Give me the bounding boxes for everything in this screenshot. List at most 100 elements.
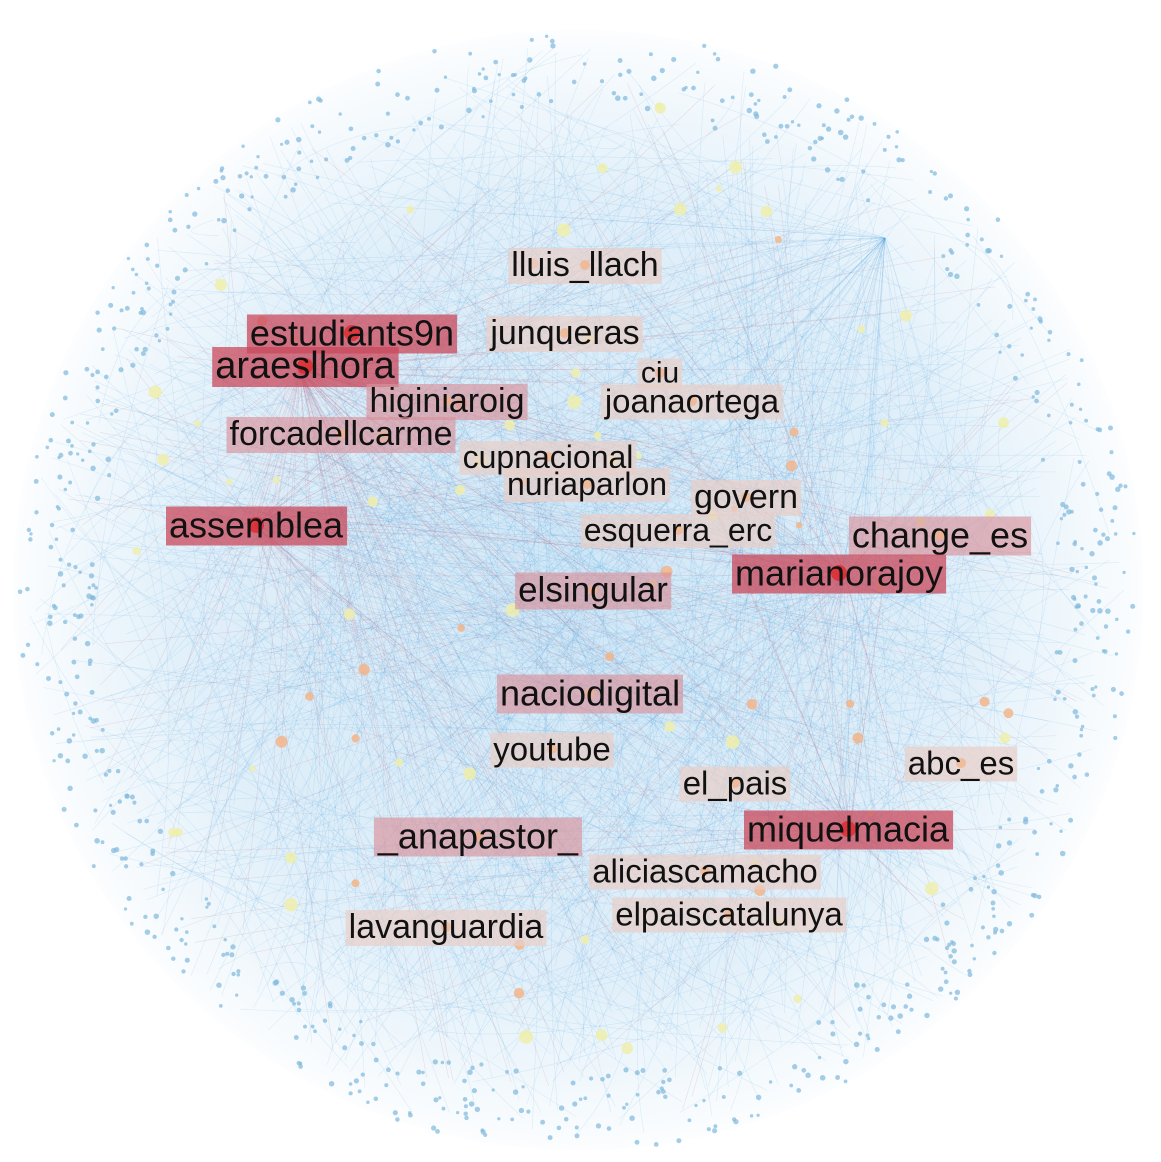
network-node [479,1062,484,1067]
network-edge [202,367,280,813]
network-edge [651,133,1003,522]
network-node [455,1110,460,1115]
network-node [824,167,831,173]
network-edge [162,347,321,665]
network-node [1115,486,1121,492]
network-edge [709,603,900,645]
network-node [236,969,241,974]
network-node [886,134,891,139]
network-node [1074,714,1080,719]
network-node [976,303,981,307]
hub-edge [844,237,886,775]
network-edge [269,57,589,828]
hub-edge [884,237,901,419]
network-node [571,368,581,378]
network-edge [360,149,497,542]
network-edge [478,625,975,968]
network-node [1095,427,1100,432]
network-node [1070,594,1077,600]
network-node [1039,789,1045,794]
hub-edge [126,358,256,526]
network-edge [233,335,327,805]
network-edge [136,348,1071,814]
node-label-text: youtube [493,731,610,768]
network-node [563,1116,569,1122]
network-node [47,620,53,626]
network-edge [522,404,552,646]
network-node [324,157,329,162]
network-node [995,843,1002,849]
hub-edge [697,237,886,954]
network-node [676,1138,682,1144]
network-edge [123,209,706,339]
network-node [574,1133,580,1139]
network-node [1029,912,1035,918]
network-node [167,217,173,223]
hub-edge [102,574,846,702]
network-node [986,935,991,940]
node-label-text: junqueras [489,314,639,352]
network-node [706,1127,711,1132]
network-edge [181,813,413,1113]
network-node [1035,852,1040,856]
network-edge [300,962,576,1117]
network-edge [44,613,1049,722]
network-edge [571,698,826,725]
network-node [1095,636,1100,640]
network-node [148,385,162,399]
network-edge [94,169,511,824]
network-edge [204,548,292,641]
network-edge [425,711,619,919]
hub-edge [254,524,948,741]
hub-edge [815,237,886,574]
hub-edge [299,369,929,397]
network-node [1079,733,1084,738]
network-node [937,986,944,992]
network-node [284,897,298,912]
network-edge [53,450,236,523]
node-label-text: el_pais [683,765,788,802]
network-edge [206,157,508,975]
network-node [795,521,803,529]
hub-edge [844,574,951,963]
network-edge [396,159,955,556]
network-node [161,887,165,892]
network-node [909,1007,914,1012]
network-node [944,945,950,951]
network-node [980,925,985,930]
network-node [605,652,615,662]
network-edge [577,941,644,1134]
network-node [68,450,73,456]
network-edge [41,369,183,654]
network-node [416,1069,422,1075]
network-edge [267,560,585,1031]
network-edge [375,466,401,1042]
network-node [440,1060,445,1065]
network-edge [340,845,620,878]
node-label-joanaortega: joanaortega [600,383,783,420]
network-node [357,1089,362,1094]
network-node [839,176,845,183]
network-node [626,68,632,74]
network-node [805,1072,811,1079]
network-edge [731,601,1086,685]
network-node [1106,471,1112,477]
network-node [1122,570,1126,575]
network-edge [253,432,675,490]
hub-edge [540,354,846,576]
hub-edge [254,524,459,827]
network-node [1059,850,1066,857]
network-edge [334,326,878,825]
network-node [192,211,198,217]
network-edge [539,440,888,536]
network-node [1024,298,1028,303]
network-edge [201,730,274,1002]
network-node [206,901,211,906]
network-node [943,979,949,985]
hub-edge [767,237,886,250]
network-node [140,309,147,316]
hub-edge [299,369,524,605]
network-node [293,1035,299,1040]
network-node [900,157,905,163]
network-edge [790,956,927,1045]
